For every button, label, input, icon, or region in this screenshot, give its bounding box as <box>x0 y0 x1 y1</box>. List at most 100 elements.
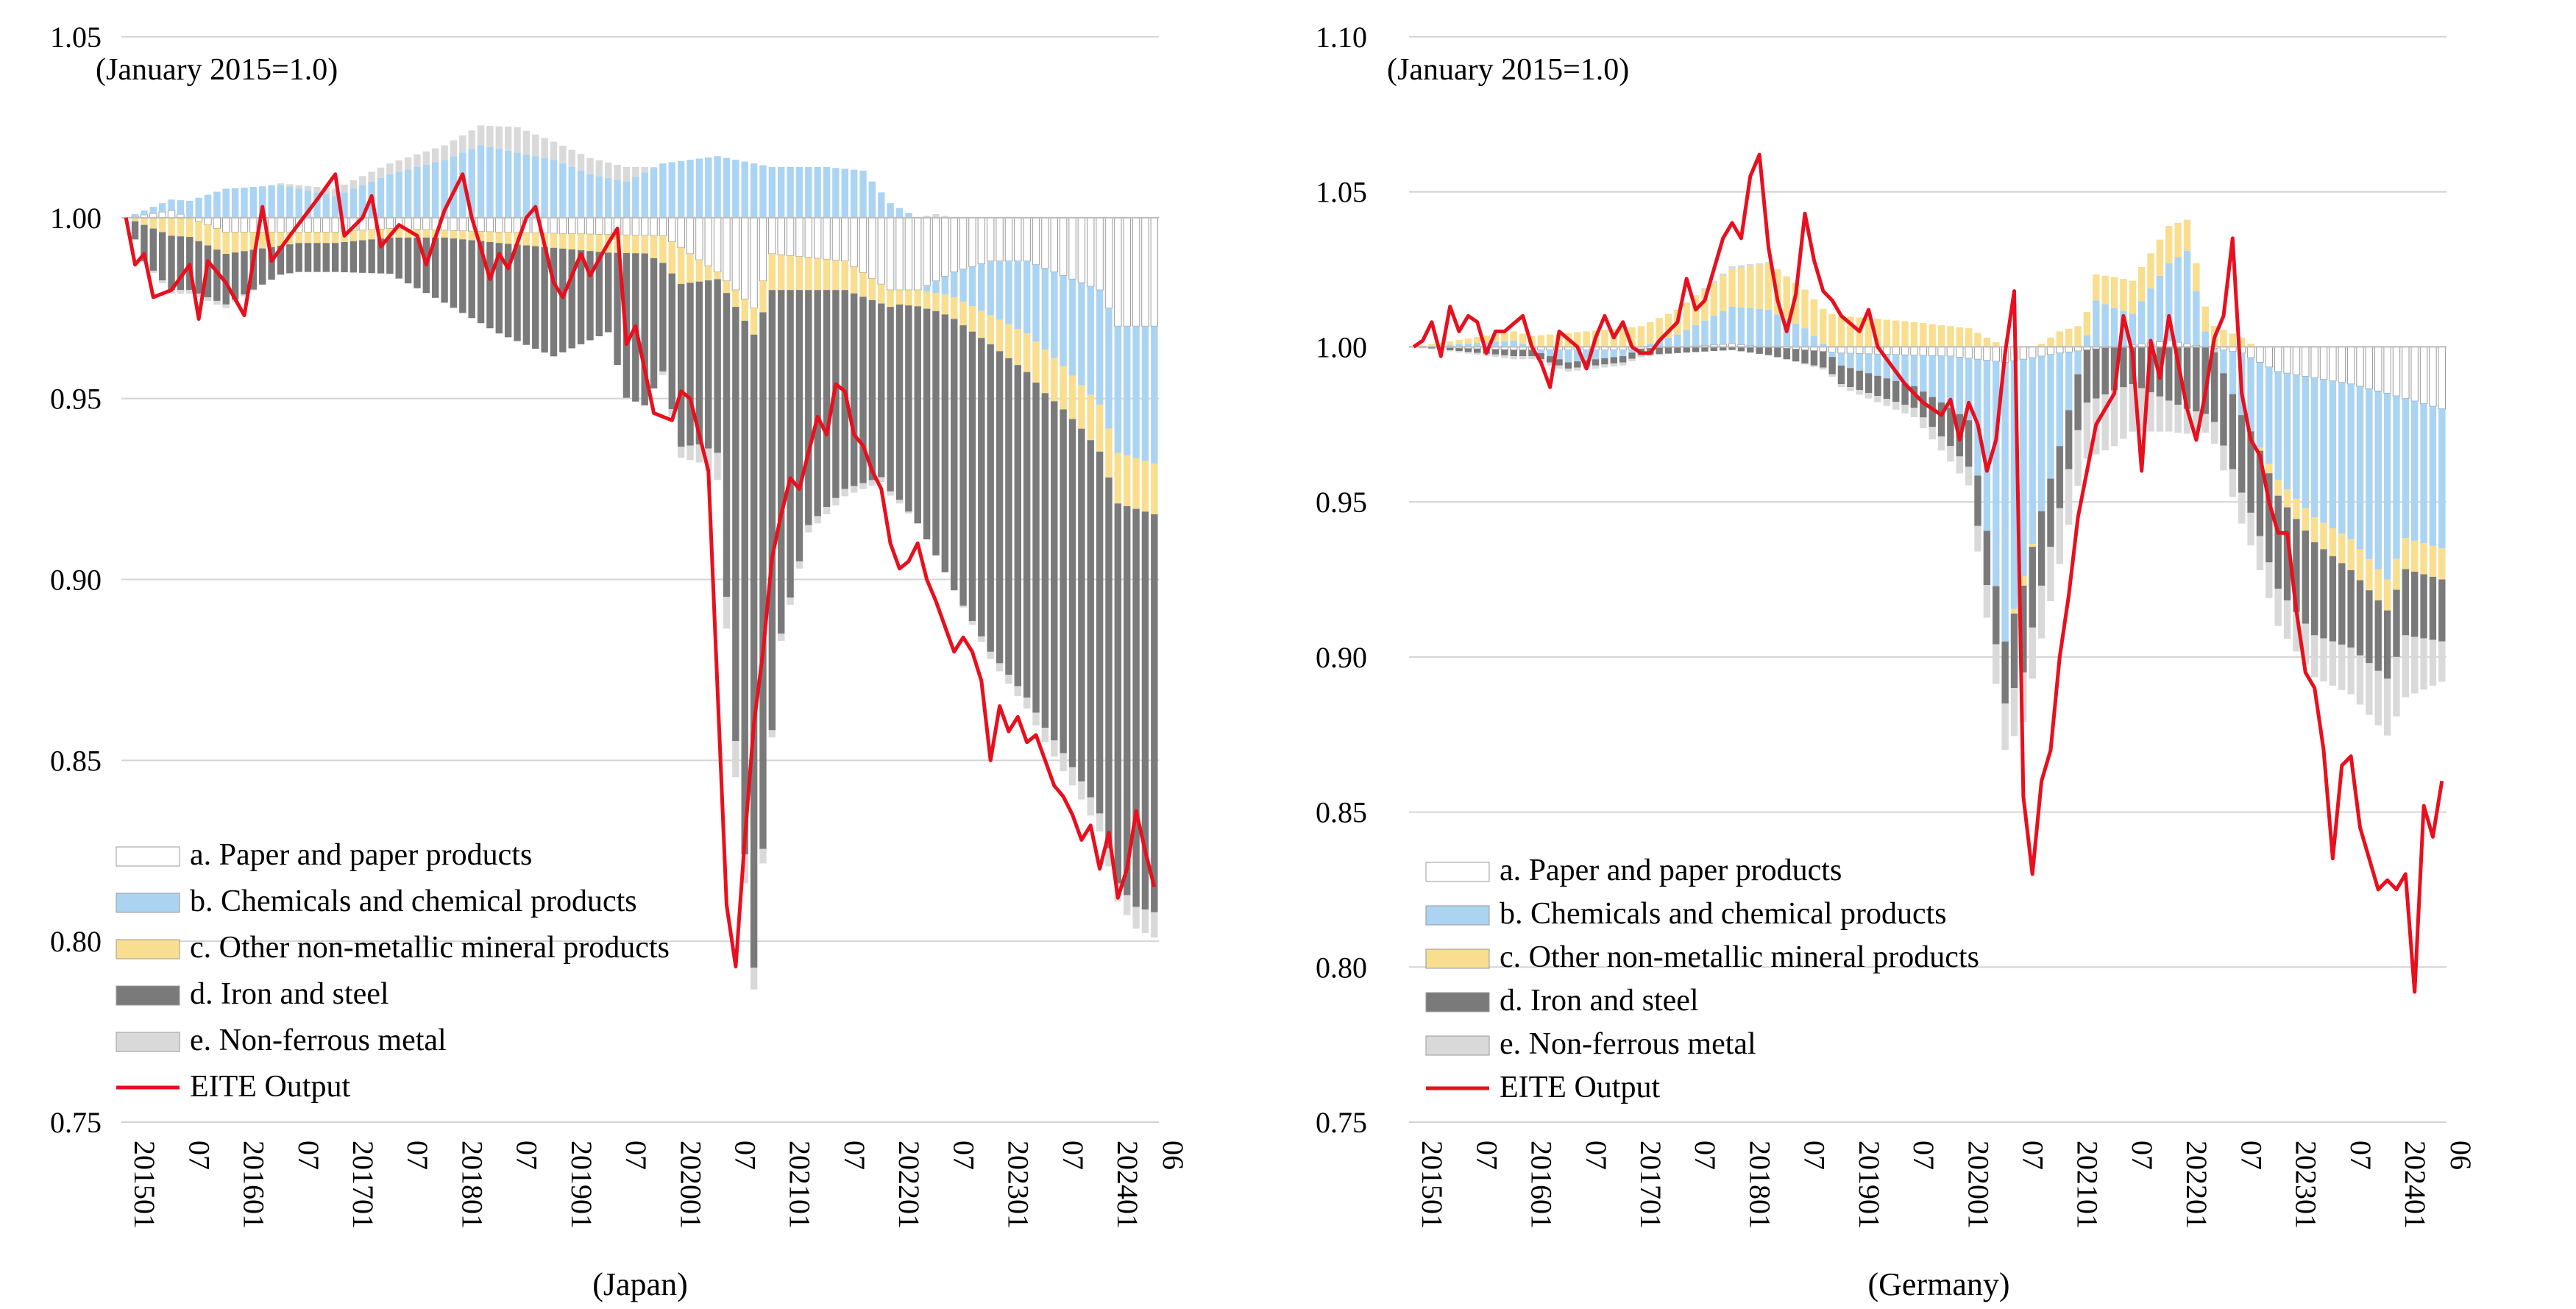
bar-paper <box>450 217 458 231</box>
bar-paper <box>640 217 649 236</box>
bar-mineral <box>1728 269 1736 307</box>
bar-mineral <box>823 259 831 291</box>
bar-mineral <box>2420 543 2427 575</box>
bar-chemicals <box>2302 376 2309 508</box>
bar-nonferrous <box>732 741 739 778</box>
bar-chemicals <box>1547 350 1554 357</box>
bar-iron <box>1720 347 1727 351</box>
bar-iron <box>1947 408 1954 447</box>
bar-chemicals <box>2438 408 2446 549</box>
bar-chemicals <box>1728 306 1736 344</box>
bar-nonferrous <box>495 126 503 149</box>
bar-chemicals <box>768 167 776 218</box>
germany-panel: 0.75 0.80 0.85 0.90 0.95 1.00 1.05 1.10 (January… <box>1316 21 2477 1302</box>
x-tick-label: 07 <box>511 1141 544 1170</box>
bar-mineral <box>677 247 685 284</box>
bar-iron <box>468 240 475 319</box>
bar-nonferrous <box>313 187 321 193</box>
bar-paper <box>1041 217 1049 269</box>
bar-chemicals <box>141 210 148 215</box>
bar-mineral <box>622 235 631 253</box>
bar-mineral <box>322 232 330 244</box>
bar-mineral <box>1883 319 1891 347</box>
bar-chemicals <box>1847 353 1854 369</box>
bar-chemicals <box>1647 344 1654 347</box>
bar-mineral <box>841 260 848 291</box>
bar-paper <box>1837 346 1845 354</box>
bar-mineral <box>632 235 639 254</box>
bar-chemicals <box>2338 382 2346 534</box>
bar-mineral <box>941 294 949 315</box>
bar-chemicals <box>1883 354 1891 379</box>
bar-nonferrous <box>1993 644 2000 684</box>
y-tick-label: 0.75 <box>1316 1106 1367 1139</box>
bar-chemicals <box>632 177 639 218</box>
bar-chemicals <box>2366 389 2373 560</box>
bar-chemicals <box>586 174 594 218</box>
bar-iron <box>495 243 503 334</box>
bar-chemicals <box>778 167 785 218</box>
bar-chemicals <box>1764 309 1773 347</box>
bar-iron <box>677 283 685 447</box>
bar-nonferrous <box>2310 635 2318 678</box>
bar-nonferrous <box>1005 674 1012 684</box>
bar-mineral <box>1747 266 1754 308</box>
bar-mineral <box>1664 313 1672 338</box>
y-tick-label: 0.80 <box>50 925 102 958</box>
bar-nonferrous <box>1728 266 1736 270</box>
bar-nonferrous <box>2137 388 2146 432</box>
bar-iron <box>1555 359 1563 366</box>
bar-mineral <box>204 224 212 246</box>
bar-iron <box>2329 556 2337 642</box>
bar-paper <box>1023 217 1031 262</box>
bar-iron <box>168 235 175 291</box>
bar-iron <box>2265 473 2273 563</box>
bar-chemicals <box>1837 352 1845 366</box>
bar-paper <box>713 217 722 273</box>
bar-chemicals <box>795 167 803 218</box>
bar-paper <box>2265 346 2274 368</box>
bar-iron <box>341 242 348 272</box>
bar-nonferrous <box>532 134 539 157</box>
bar-chemicals <box>504 150 512 218</box>
bar-chemicals <box>2247 358 2254 432</box>
bar-paper <box>868 217 876 279</box>
legend-label: c. Other non-metallic mineral products <box>190 931 670 965</box>
bar-nonferrous <box>541 138 548 158</box>
bar-nonferrous <box>295 185 302 189</box>
bar-nonferrous <box>2383 678 2391 736</box>
bar-chemicals <box>1901 355 1909 384</box>
bar-chemicals <box>295 188 302 218</box>
bar-nonferrous <box>459 135 466 153</box>
bar-mineral <box>832 260 840 291</box>
bar-chemicals <box>887 203 894 218</box>
japan-panel: 0.75 0.80 0.85 0.90 0.95 1.00 1.05(January 201… <box>50 21 1190 1302</box>
legend-swatch-paper <box>116 846 180 867</box>
bar-mineral <box>414 229 421 238</box>
bar-mineral <box>1005 324 1012 358</box>
bar-nonferrous <box>359 176 366 185</box>
bar-paper <box>158 211 166 219</box>
bar-mineral <box>158 217 166 233</box>
bar-mineral <box>2137 266 2146 302</box>
legend-swatch-mineral <box>1425 948 1490 969</box>
bar-nonferrous <box>341 184 348 193</box>
bar-chemicals <box>641 172 648 218</box>
bar-nonferrous <box>978 636 985 642</box>
bar-chemicals <box>1124 326 1131 456</box>
bar-nonferrous <box>2083 402 2091 459</box>
bar-nonferrous <box>778 634 785 642</box>
bar-iron <box>714 279 721 453</box>
bar-iron <box>2074 374 2082 430</box>
bar-mineral <box>2302 508 2309 531</box>
bar-iron <box>1747 347 1754 353</box>
bar-iron <box>1455 348 1463 352</box>
bar-chemicals <box>231 188 239 218</box>
output-line <box>1412 152 2444 994</box>
bar-chemicals <box>568 167 575 218</box>
bar-iron <box>141 224 148 261</box>
bar-chemicals <box>978 263 985 311</box>
bar-chemicals <box>895 207 904 218</box>
bar-paper <box>886 217 895 291</box>
bar-mineral <box>231 232 239 253</box>
